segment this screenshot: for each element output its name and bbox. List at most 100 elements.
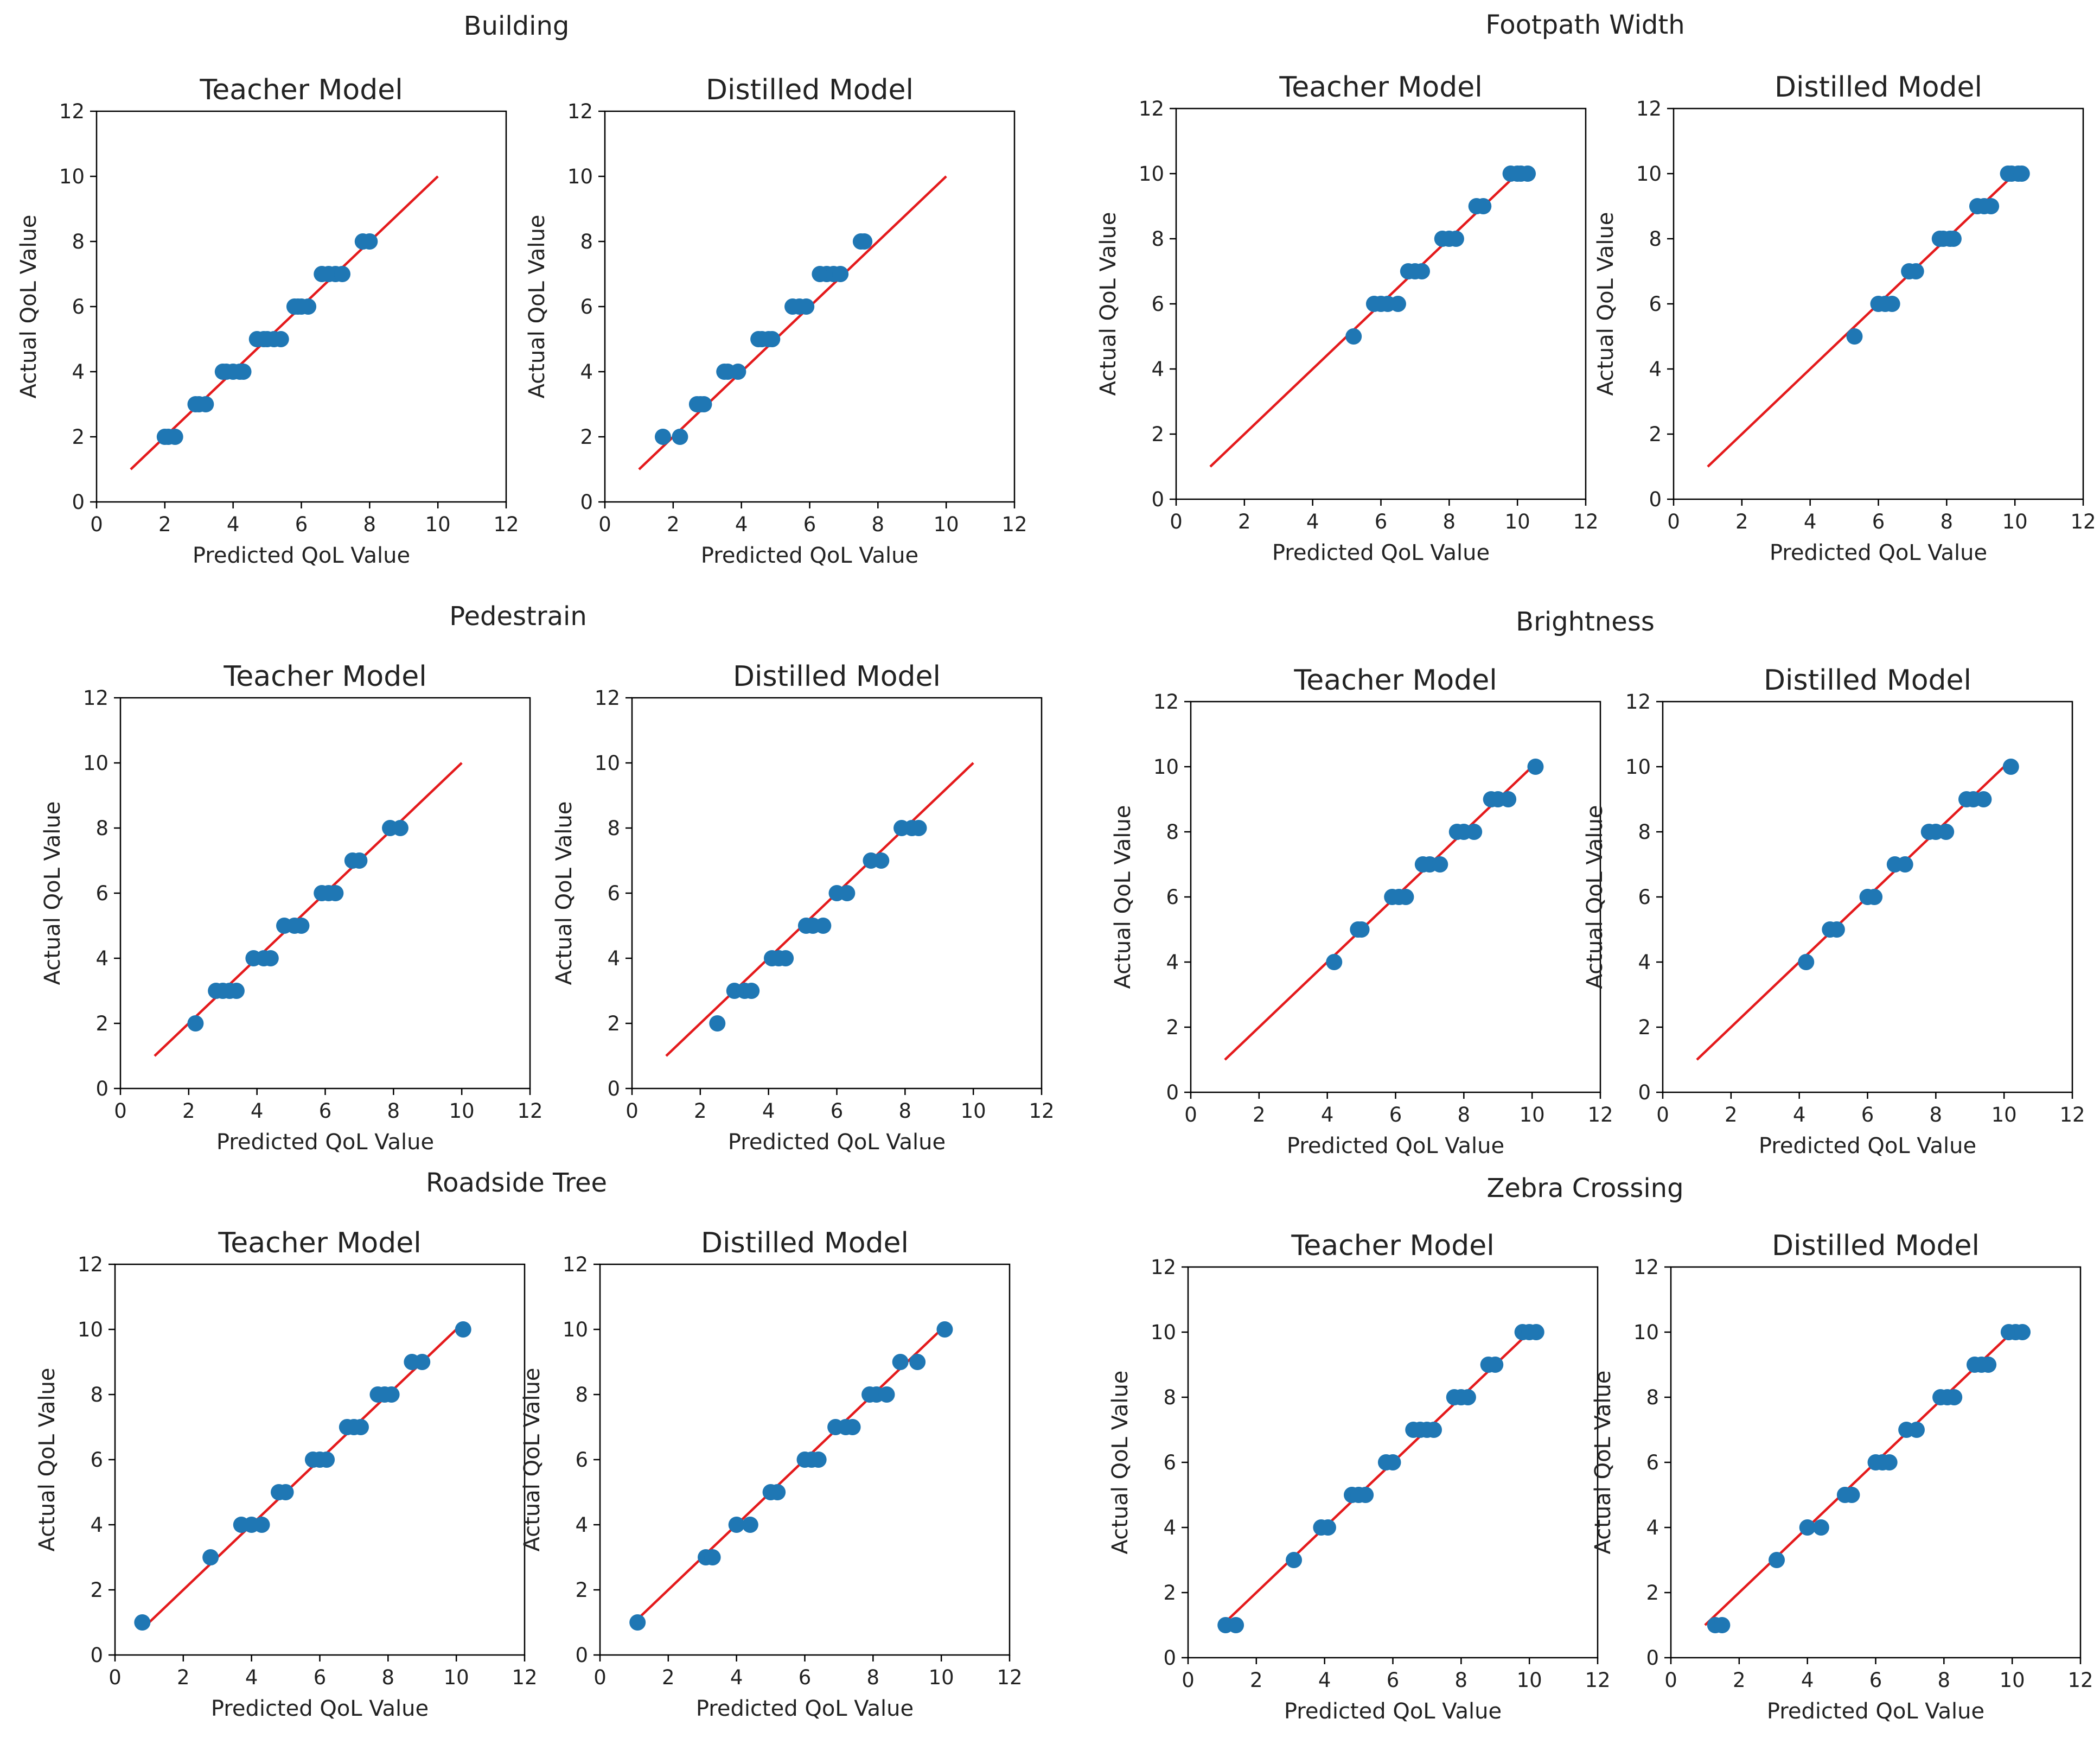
y-tick-label: 10 [1153,755,1179,779]
y-tick-label: 6 [95,882,108,905]
scatter-point [1812,1519,1829,1536]
scatter-point [2002,759,2019,775]
scatter-point [167,429,183,445]
scatter-point [1907,263,1924,279]
y-tick-label: 12 [1636,97,1662,120]
scatter-point [769,1484,786,1500]
x-tick-label: 6 [831,1099,844,1123]
panel-title: Distilled Model [701,1227,909,1259]
x-tick-label: 12 [517,1099,542,1123]
x-tick-label: 10 [1992,1103,2017,1126]
group-title: Pedestrain [449,601,587,632]
y-tick-label: 0 [90,1644,103,1667]
x-tick-label: 8 [1443,510,1456,533]
y-axis-label: Actual QoL Value [1110,805,1135,989]
scatter-point [815,918,832,934]
x-tick-label: 4 [735,513,748,536]
x-tick-label: 12 [512,1666,537,1689]
scatter-point [253,1517,270,1533]
y-tick-label: 0 [1646,1646,1659,1670]
y-tick-label: 2 [1163,1581,1176,1605]
x-tick-label: 6 [295,513,308,536]
y-tick-label: 2 [580,425,593,449]
y-tick-label: 0 [607,1077,620,1100]
y-tick-label: 6 [1646,1451,1659,1474]
scatter-point [709,1015,726,1032]
chart-group-brightness: Brightness Teacher Model 0 2 4 6 8 10 12 0 2 4 6 8 10 1… [1110,607,2085,1158]
scatter-point [228,983,245,999]
scatter-point [1500,791,1517,807]
y-tick-label: 6 [575,1448,588,1472]
scatter-point [777,950,794,966]
scatter-point [672,429,688,445]
x-tick-label: 10 [449,1099,475,1123]
x-tick-label: 8 [363,513,376,536]
x-tick-label: 12 [493,513,519,536]
y-tick-label: 2 [1649,423,1662,446]
y-axis-label: Actual QoL Value [35,1368,60,1552]
x-axis-label: Predicted QoL Value [1272,540,1490,565]
scatter-point [1866,889,1883,905]
scatter-point [1286,1552,1303,1568]
y-tick-label: 10 [1636,162,1662,186]
scatter-point [1897,856,1913,873]
x-tick-label: 4 [1318,1669,1331,1692]
reference-line [1696,766,2005,1061]
scatter-point [654,429,671,445]
scatter-point [414,1354,431,1370]
scatter-point [262,950,279,966]
x-tick-label: 0 [1184,1103,1197,1126]
x-tick-label: 2 [158,513,171,536]
x-tick-label: 2 [182,1099,195,1123]
panel-title: Distilled Model [1764,664,1971,697]
scatter-point [1881,1454,1898,1470]
scatter-point [1426,1422,1442,1438]
x-tick-label: 2 [1735,510,1748,533]
x-tick-label: 6 [1387,1669,1400,1692]
panel-brightness-distilled-model: Distilled Model 0 2 4 6 8 10 12 0 2 4 6 8 10 12 Predict… [1582,664,2085,1158]
y-tick-label: 8 [607,817,620,840]
x-axis-label: Predicted QoL Value [1767,1699,1984,1724]
scatter-point [1432,856,1448,873]
scatter-point [629,1614,646,1631]
x-tick-label: 4 [762,1099,775,1123]
y-tick-label: 8 [1166,820,1179,844]
x-tick-label: 0 [90,513,103,536]
scatter-point [798,298,815,315]
group-title: Brightness [1516,607,1655,637]
x-axis-label: Predicted QoL Value [1759,1134,1976,1158]
x-tick-label: 12 [1573,510,1598,533]
y-axis-label: Actual QoL Value [1593,212,1618,396]
scatter-point [1414,263,1430,279]
panel-title: Distilled Model [1775,71,1982,104]
scatter-point [1983,198,2000,214]
scatter-point [856,233,873,250]
scatter-point [353,1419,369,1435]
y-tick-label: 8 [580,230,593,253]
x-axis-label: Predicted QoL Value [216,1130,434,1155]
y-tick-label: 2 [1638,1016,1651,1039]
panel-title: Teacher Model [1291,1230,1494,1262]
x-tick-label: 6 [1861,1103,1874,1126]
y-tick-label: 10 [83,752,108,775]
y-tick-label: 8 [95,817,108,840]
y-tick-label: 12 [1151,1256,1176,1279]
x-tick-label: 12 [1587,1103,1613,1126]
y-tick-label: 6 [90,1448,103,1472]
y-tick-label: 0 [1649,488,1662,511]
scatter-point [1980,1357,1997,1373]
scatter-point [1528,1324,1544,1340]
reference-line [1221,1331,1530,1626]
x-tick-label: 0 [625,1099,639,1123]
scatter-point [383,1386,400,1403]
x-tick-label: 6 [314,1666,327,1689]
x-tick-label: 0 [1656,1103,1669,1126]
reference-line [665,762,974,1057]
y-tick-label: 10 [1139,162,1164,186]
scatter-point [743,983,760,999]
scatter-point [318,1451,335,1468]
y-tick-label: 12 [1139,97,1164,120]
x-axis-label: Predicted QoL Value [728,1130,946,1155]
scatter-point [1828,921,1845,938]
panel-title: Distilled Model [1772,1230,1980,1262]
